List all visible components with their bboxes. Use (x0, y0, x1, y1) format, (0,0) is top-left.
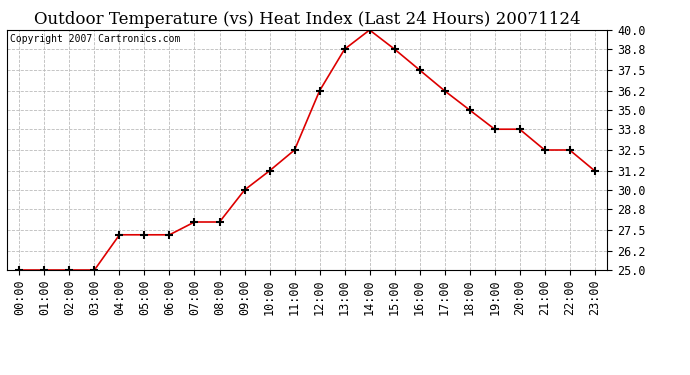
Title: Outdoor Temperature (vs) Heat Index (Last 24 Hours) 20071124: Outdoor Temperature (vs) Heat Index (Las… (34, 12, 580, 28)
Text: Copyright 2007 Cartronics.com: Copyright 2007 Cartronics.com (10, 34, 180, 44)
